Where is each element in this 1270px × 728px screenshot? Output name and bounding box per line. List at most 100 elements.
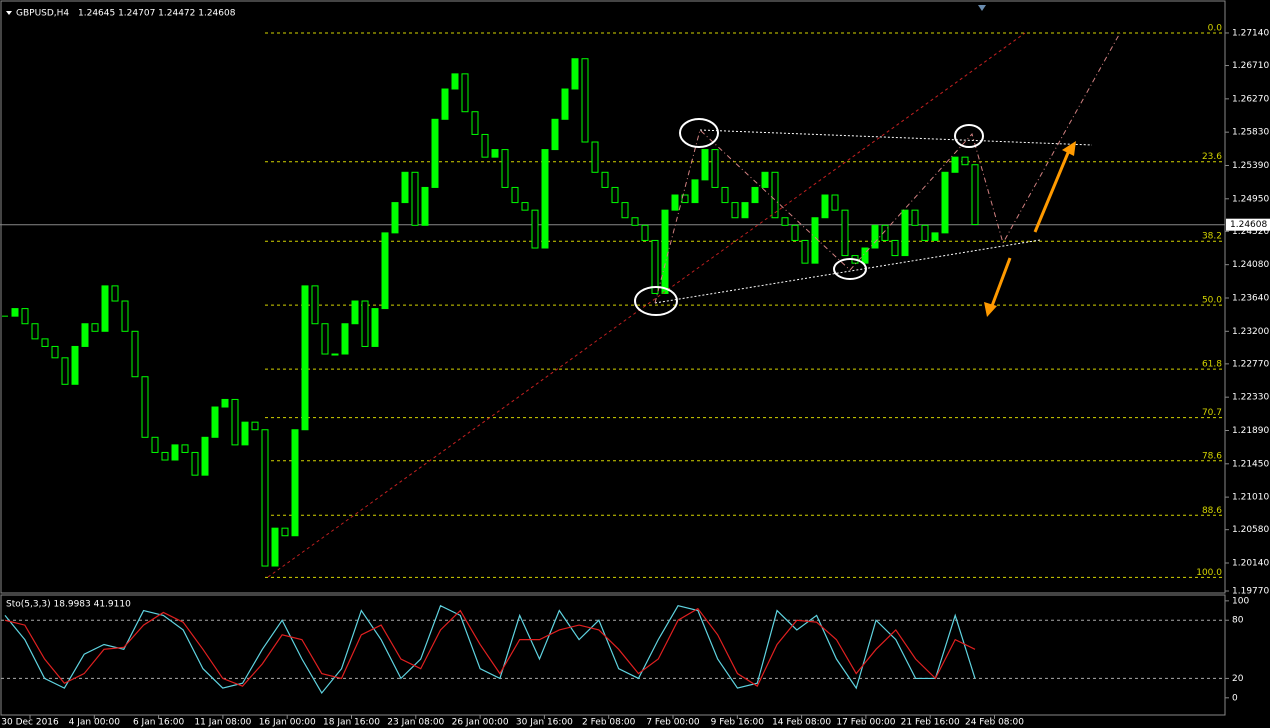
y-tick-label: 1.24950 <box>1232 194 1269 204</box>
candle <box>461 73 469 113</box>
y-tick-label: 1.22770 <box>1232 359 1269 369</box>
x-tick-label: 30 Jan 16:00 <box>516 718 573 728</box>
candle <box>931 232 939 241</box>
y-tick-label: 80 <box>1232 616 1244 626</box>
x-tick-label: 23 Jan 08:00 <box>387 718 444 728</box>
candle <box>351 300 359 325</box>
candle <box>911 209 919 226</box>
candle <box>71 345 79 385</box>
candle <box>951 156 959 173</box>
candle <box>711 149 719 188</box>
candle <box>281 527 289 537</box>
y-tick-label: 1.21450 <box>1232 459 1269 469</box>
fib-label: 61.8 <box>1202 360 1222 370</box>
candle <box>541 149 549 249</box>
fib-label: 23.6 <box>1202 152 1222 162</box>
y-tick-label: 1.26710 <box>1232 61 1269 71</box>
candle <box>811 217 819 264</box>
fib-label: 0.0 <box>1208 23 1223 33</box>
current-price-box <box>1226 218 1270 231</box>
candle <box>671 194 679 211</box>
candle <box>21 308 29 325</box>
trend-line <box>267 32 1026 578</box>
x-tick-label: 11 Jan 08:00 <box>194 718 251 728</box>
candle <box>521 202 529 211</box>
candle <box>941 171 949 234</box>
fib-label: 100.0 <box>1196 568 1222 578</box>
y-tick-label: 1.20580 <box>1232 525 1269 535</box>
circle <box>634 286 678 316</box>
candle <box>141 376 149 438</box>
candle <box>31 323 39 340</box>
x-tick-label: 16 Jan 00:00 <box>259 718 316 728</box>
candle <box>111 285 119 302</box>
candle <box>731 202 739 219</box>
arrow-down <box>990 257 1012 307</box>
candle <box>81 323 89 347</box>
annotations <box>267 32 1121 578</box>
y-tick-label: 1.20140 <box>1232 559 1269 569</box>
candle <box>701 149 709 181</box>
candle <box>651 239 659 294</box>
candle <box>391 202 399 234</box>
candle <box>231 398 239 446</box>
x-tick-label: 21 Feb 16:00 <box>901 718 960 728</box>
circle <box>954 124 984 148</box>
candle <box>781 217 789 226</box>
x-tick-label: 26 Jan 00:00 <box>452 718 509 728</box>
candle <box>181 444 189 453</box>
fib-label: 70.7 <box>1202 408 1222 418</box>
candle <box>791 224 799 241</box>
candle <box>301 285 309 431</box>
candle <box>631 217 639 226</box>
x-tick-label: 4 Jan 00:00 <box>69 718 121 728</box>
x-tick-label: 14 Feb 08:00 <box>772 718 831 728</box>
indicator-title: Sto(5,3,3) 18.9983 41.9110 <box>6 600 131 610</box>
candle <box>41 338 49 347</box>
candle <box>171 444 179 461</box>
candle <box>11 308 19 317</box>
y-tick-label: 100 <box>1232 596 1249 606</box>
circle <box>833 258 867 280</box>
candle <box>511 186 519 204</box>
candle <box>901 209 909 257</box>
candle <box>921 224 929 241</box>
candle <box>191 451 199 476</box>
x-tick-label: 2 Feb 08:00 <box>582 718 636 728</box>
candle <box>621 202 629 219</box>
resistance-line <box>699 129 1093 146</box>
support-line <box>654 239 1041 304</box>
main-frame <box>0 0 1226 594</box>
candle <box>971 164 979 226</box>
candle <box>331 353 339 356</box>
candle <box>311 285 319 325</box>
x-tick-label: 17 Feb 00:00 <box>836 718 895 728</box>
y-tick-label: 1.22330 <box>1232 393 1269 403</box>
y-tick-label: 1.27140 <box>1232 28 1269 38</box>
candle <box>381 232 389 310</box>
candle <box>681 194 689 204</box>
candle <box>51 345 59 359</box>
y-tick-label: 1.24520 <box>1232 227 1269 237</box>
y-tick-label: 1.23640 <box>1232 293 1269 303</box>
candle <box>431 118 439 188</box>
candle <box>831 194 839 211</box>
candle <box>61 357 69 385</box>
candle <box>241 421 249 446</box>
candle <box>581 58 589 143</box>
candle <box>961 156 969 166</box>
y-tick-label: 20 <box>1232 674 1244 684</box>
candle <box>841 209 849 257</box>
arrow-head <box>984 302 997 317</box>
candle <box>591 141 599 173</box>
candle <box>771 171 779 219</box>
candle <box>201 436 209 476</box>
candle <box>761 171 769 188</box>
candle <box>601 171 609 188</box>
candle <box>261 429 269 567</box>
stochastic-line <box>4 604 976 695</box>
ohlc: 1.24645 1.24707 1.24472 1.24608 <box>78 9 236 19</box>
candle <box>661 209 669 294</box>
